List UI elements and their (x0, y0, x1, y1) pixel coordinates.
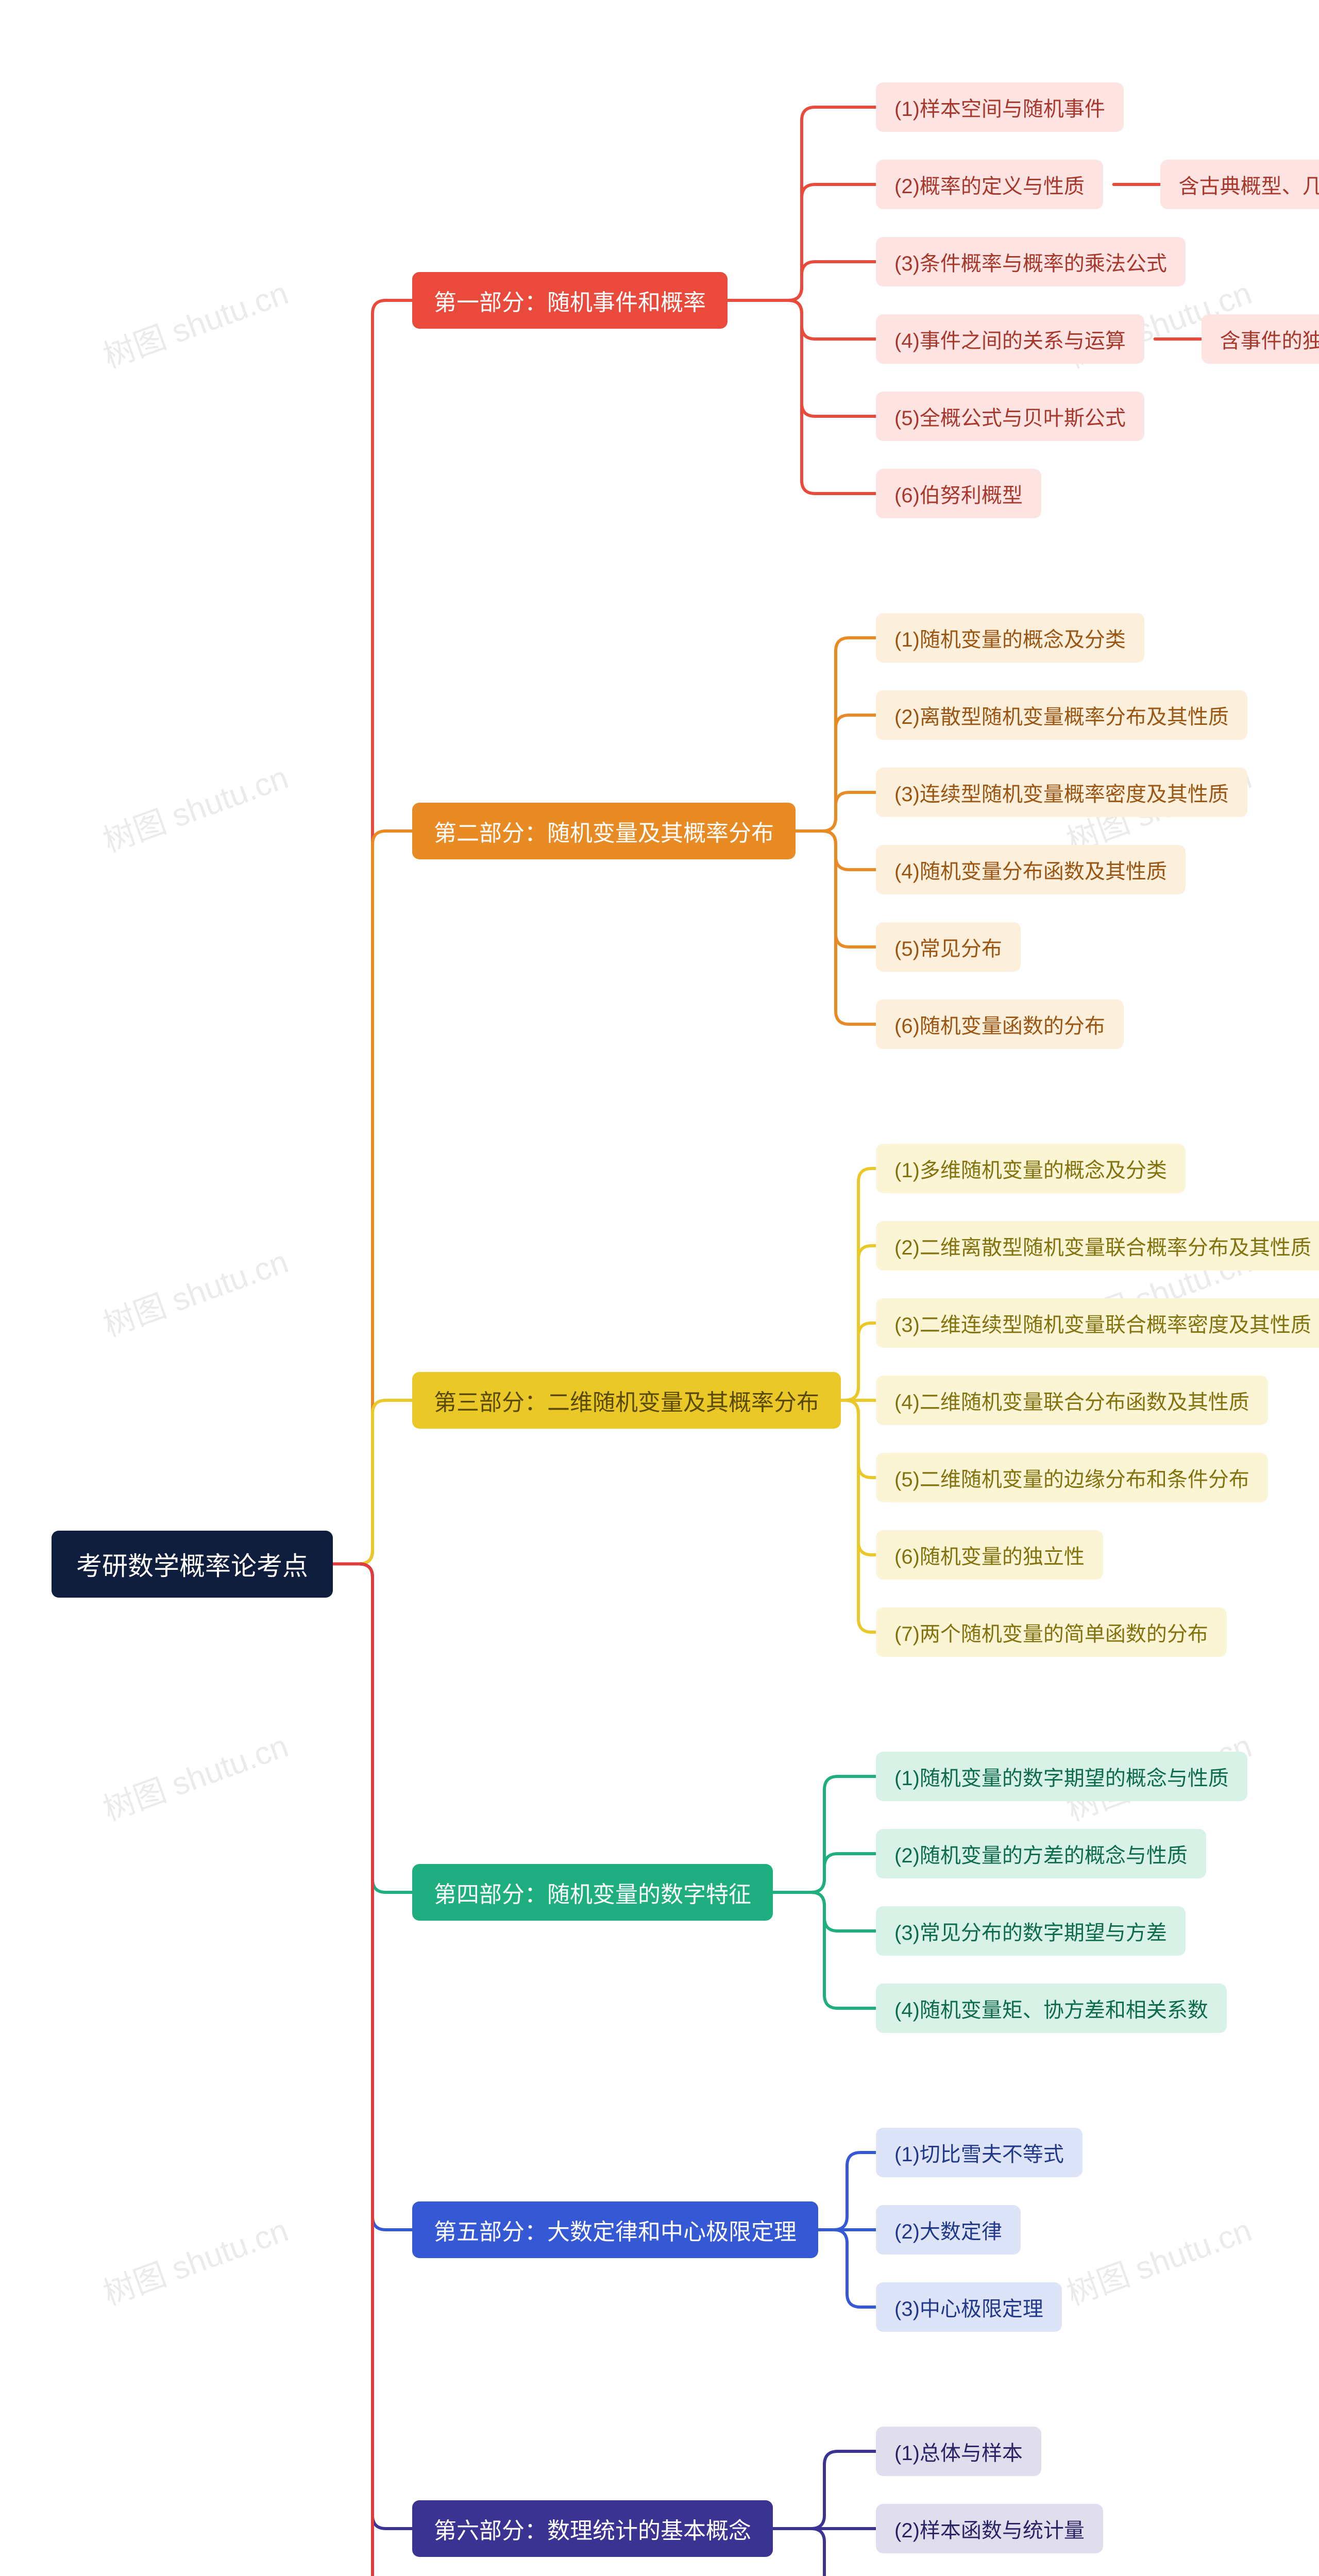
leaf-node[interactable]: (1)随机变量的数字期望的概念与性质 (876, 1752, 1247, 1801)
leaf-node-label: (2)二维离散型随机变量联合概率分布及其性质 (894, 1231, 1311, 1261)
branch-node-label: 第四部分：随机变量的数字特征 (434, 1876, 751, 1909)
leaf-node[interactable]: (3)连续型随机变量概率密度及其性质 (876, 768, 1247, 817)
leaf-node-label: (5)全概公式与贝叶斯公式 (894, 401, 1126, 431)
leaf-node-label: (3)中心极限定理 (894, 2292, 1043, 2322)
leaf-node[interactable]: (1)样本空间与随机事件 (876, 82, 1124, 132)
leaf-node[interactable]: (6)伯努利概型 (876, 469, 1041, 518)
leaf-node-label: (5)二维随机变量的边缘分布和条件分布 (894, 1463, 1249, 1493)
leaf-node-label: (4)事件之间的关系与运算 (894, 324, 1126, 354)
leaf-node[interactable]: (4)随机变量矩、协方差和相关系数 (876, 1984, 1227, 2033)
leaf-node[interactable]: (3)二维连续型随机变量联合概率密度及其性质 (876, 1298, 1319, 1348)
leaf-node-label: (1)随机变量的概念及分类 (894, 623, 1126, 653)
branch-node-label: 第三部分：二维随机变量及其概率分布 (434, 1384, 819, 1417)
leaf-node-label: (7)两个随机变量的简单函数的分布 (894, 1617, 1208, 1647)
leaf-node-label: 含事件的独立性 (1220, 324, 1319, 354)
leaf-node-label: (1)样本空间与随机事件 (894, 92, 1105, 122)
branch-node[interactable]: 第五部分：大数定律和中心极限定理 (412, 2201, 818, 2258)
leaf-node-label: (1)总体与样本 (894, 2436, 1023, 2466)
connector-layer (0, 0, 1319, 2576)
leaf-node-label: (2)离散型随机变量概率分布及其性质 (894, 700, 1229, 730)
mindmap-canvas: 树图 shutu.cn树图 shutu.cn树图 shutu.cn树图 shut… (0, 0, 1319, 2576)
root-node[interactable]: 考研数学概率论考点 (52, 1531, 333, 1598)
leaf-node-label: (2)大数定律 (894, 2215, 1002, 2245)
leaf-node[interactable]: (2)离散型随机变量概率分布及其性质 (876, 690, 1247, 740)
leaf-node-label: (5)常见分布 (894, 932, 1002, 962)
leaf-node-label: (4)随机变量分布函数及其性质 (894, 855, 1167, 885)
branch-node-label: 第五部分：大数定律和中心极限定理 (434, 2213, 797, 2246)
branch-node[interactable]: 第一部分：随机事件和概率 (412, 272, 728, 329)
leaf-node[interactable]: (5)全概公式与贝叶斯公式 (876, 392, 1144, 441)
leaf-node[interactable]: (2)大数定律 (876, 2205, 1021, 2255)
leaf-node[interactable]: (1)切比雪夫不等式 (876, 2128, 1083, 2177)
leaf-node-label: 含古典概型、几何概型、加法公式 (1179, 170, 1319, 199)
root-node-label: 考研数学概率论考点 (76, 1546, 308, 1583)
leaf-node[interactable]: (3)条件概率与概率的乘法公式 (876, 237, 1186, 286)
leaf-node[interactable]: 含古典概型、几何概型、加法公式 (1160, 160, 1319, 209)
leaf-node-label: (6)伯努利概型 (894, 479, 1023, 509)
leaf-node[interactable]: (1)多维随机变量的概念及分类 (876, 1144, 1186, 1193)
leaf-node[interactable]: (1)总体与样本 (876, 2427, 1041, 2476)
leaf-node[interactable]: (2)概率的定义与性质 (876, 160, 1103, 209)
leaf-node[interactable]: (3)常见分布的数字期望与方差 (876, 1906, 1186, 1956)
branch-node-label: 第一部分：随机事件和概率 (434, 284, 706, 317)
leaf-node[interactable]: 含事件的独立性 (1202, 314, 1319, 364)
leaf-node[interactable]: (4)随机变量分布函数及其性质 (876, 845, 1186, 894)
branch-node-label: 第六部分：数理统计的基本概念 (434, 2512, 751, 2545)
branch-node[interactable]: 第三部分：二维随机变量及其概率分布 (412, 1372, 841, 1429)
branch-node[interactable]: 第四部分：随机变量的数字特征 (412, 1864, 773, 1921)
leaf-node-label: (2)样本函数与统计量 (894, 2514, 1085, 2544)
leaf-node[interactable]: (6)随机变量函数的分布 (876, 999, 1124, 1049)
branch-node[interactable]: 第二部分：随机变量及其概率分布 (412, 803, 796, 859)
branch-node-label: 第二部分：随机变量及其概率分布 (434, 815, 774, 848)
leaf-node-label: (4)二维随机变量联合分布函数及其性质 (894, 1385, 1249, 1415)
leaf-node-label: (2)随机变量的方差的概念与性质 (894, 1839, 1188, 1869)
leaf-node[interactable]: (4)事件之间的关系与运算 (876, 314, 1144, 364)
leaf-node[interactable]: (2)二维离散型随机变量联合概率分布及其性质 (876, 1221, 1319, 1270)
branch-node[interactable]: 第六部分：数理统计的基本概念 (412, 2500, 773, 2557)
leaf-node[interactable]: (2)随机变量的方差的概念与性质 (876, 1829, 1206, 1878)
leaf-node-label: (3)常见分布的数字期望与方差 (894, 1916, 1167, 1946)
leaf-node-label: (3)二维连续型随机变量联合概率密度及其性质 (894, 1308, 1311, 1338)
leaf-node[interactable]: (6)随机变量的独立性 (876, 1530, 1103, 1580)
leaf-node-label: (1)多维随机变量的概念及分类 (894, 1154, 1167, 1183)
leaf-node-label: (3)条件概率与概率的乘法公式 (894, 247, 1167, 277)
leaf-node-label: (4)随机变量矩、协方差和相关系数 (894, 1993, 1208, 2023)
leaf-node-label: (6)随机变量的独立性 (894, 1540, 1085, 1570)
leaf-node-label: (6)随机变量函数的分布 (894, 1009, 1105, 1039)
leaf-node[interactable]: (1)随机变量的概念及分类 (876, 613, 1144, 663)
leaf-node-label: (1)切比雪夫不等式 (894, 2138, 1064, 2167)
leaf-node[interactable]: (7)两个随机变量的简单函数的分布 (876, 1607, 1227, 1657)
leaf-node-label: (3)连续型随机变量概率密度及其性质 (894, 777, 1229, 807)
leaf-node[interactable]: (2)样本函数与统计量 (876, 2504, 1103, 2553)
leaf-node-label: (1)随机变量的数字期望的概念与性质 (894, 1761, 1229, 1791)
leaf-node[interactable]: (5)二维随机变量的边缘分布和条件分布 (876, 1453, 1268, 1502)
leaf-node-label: (2)概率的定义与性质 (894, 170, 1085, 199)
leaf-node[interactable]: (5)常见分布 (876, 922, 1021, 972)
leaf-node[interactable]: (4)二维随机变量联合分布函数及其性质 (876, 1376, 1268, 1425)
leaf-node[interactable]: (3)中心极限定理 (876, 2282, 1062, 2332)
